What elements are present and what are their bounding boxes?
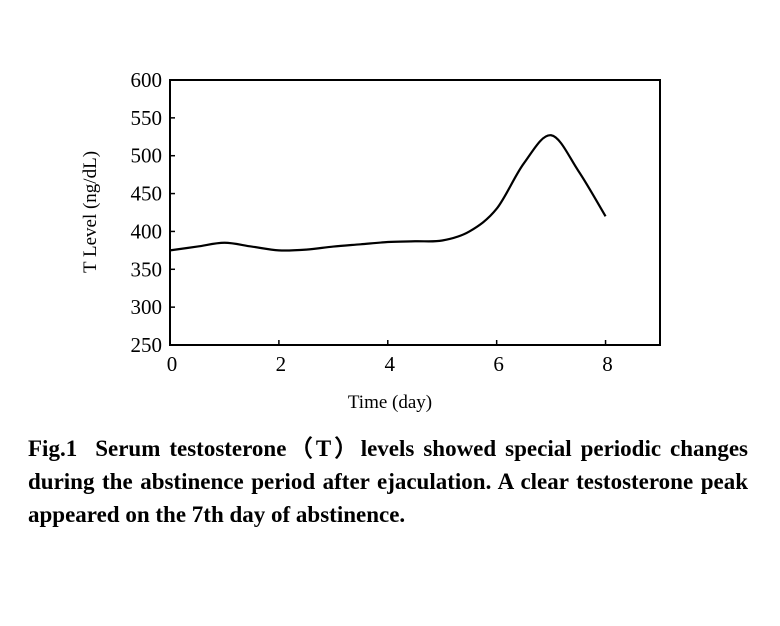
y-tick-label: 300: [131, 295, 163, 319]
x-tick-label: 4: [385, 352, 396, 376]
y-axis-label: T Level (ng/dL): [80, 151, 101, 273]
y-tick-label: 350: [131, 257, 163, 281]
line-chart: 250 300 350 400 450 500 550 600 0 2 4 6 8 Time (day…: [80, 68, 661, 413]
x-tick-label: 8: [602, 352, 613, 376]
x-tick-label: 2: [276, 352, 287, 376]
caption-label: Fig.1: [28, 436, 78, 461]
y-tick-label: 250: [131, 333, 163, 357]
x-tick-label: 6: [493, 352, 504, 376]
y-tick-label: 400: [131, 219, 163, 243]
series-line: [169, 134, 607, 252]
x-tick-label: 0: [167, 352, 178, 376]
y-tick-label: 550: [131, 106, 163, 130]
y-tick-label: 600: [131, 68, 163, 92]
y-tick-label: 500: [131, 144, 163, 168]
plot-frame: [169, 79, 661, 346]
caption-text: Serum testosterone（T）levels showed speci…: [28, 436, 748, 527]
x-axis-label: Time (day): [348, 392, 432, 413]
y-tick-label: 450: [131, 182, 163, 206]
figure-caption: Fig.1 Serum testosterone（T）levels showed …: [28, 432, 748, 531]
